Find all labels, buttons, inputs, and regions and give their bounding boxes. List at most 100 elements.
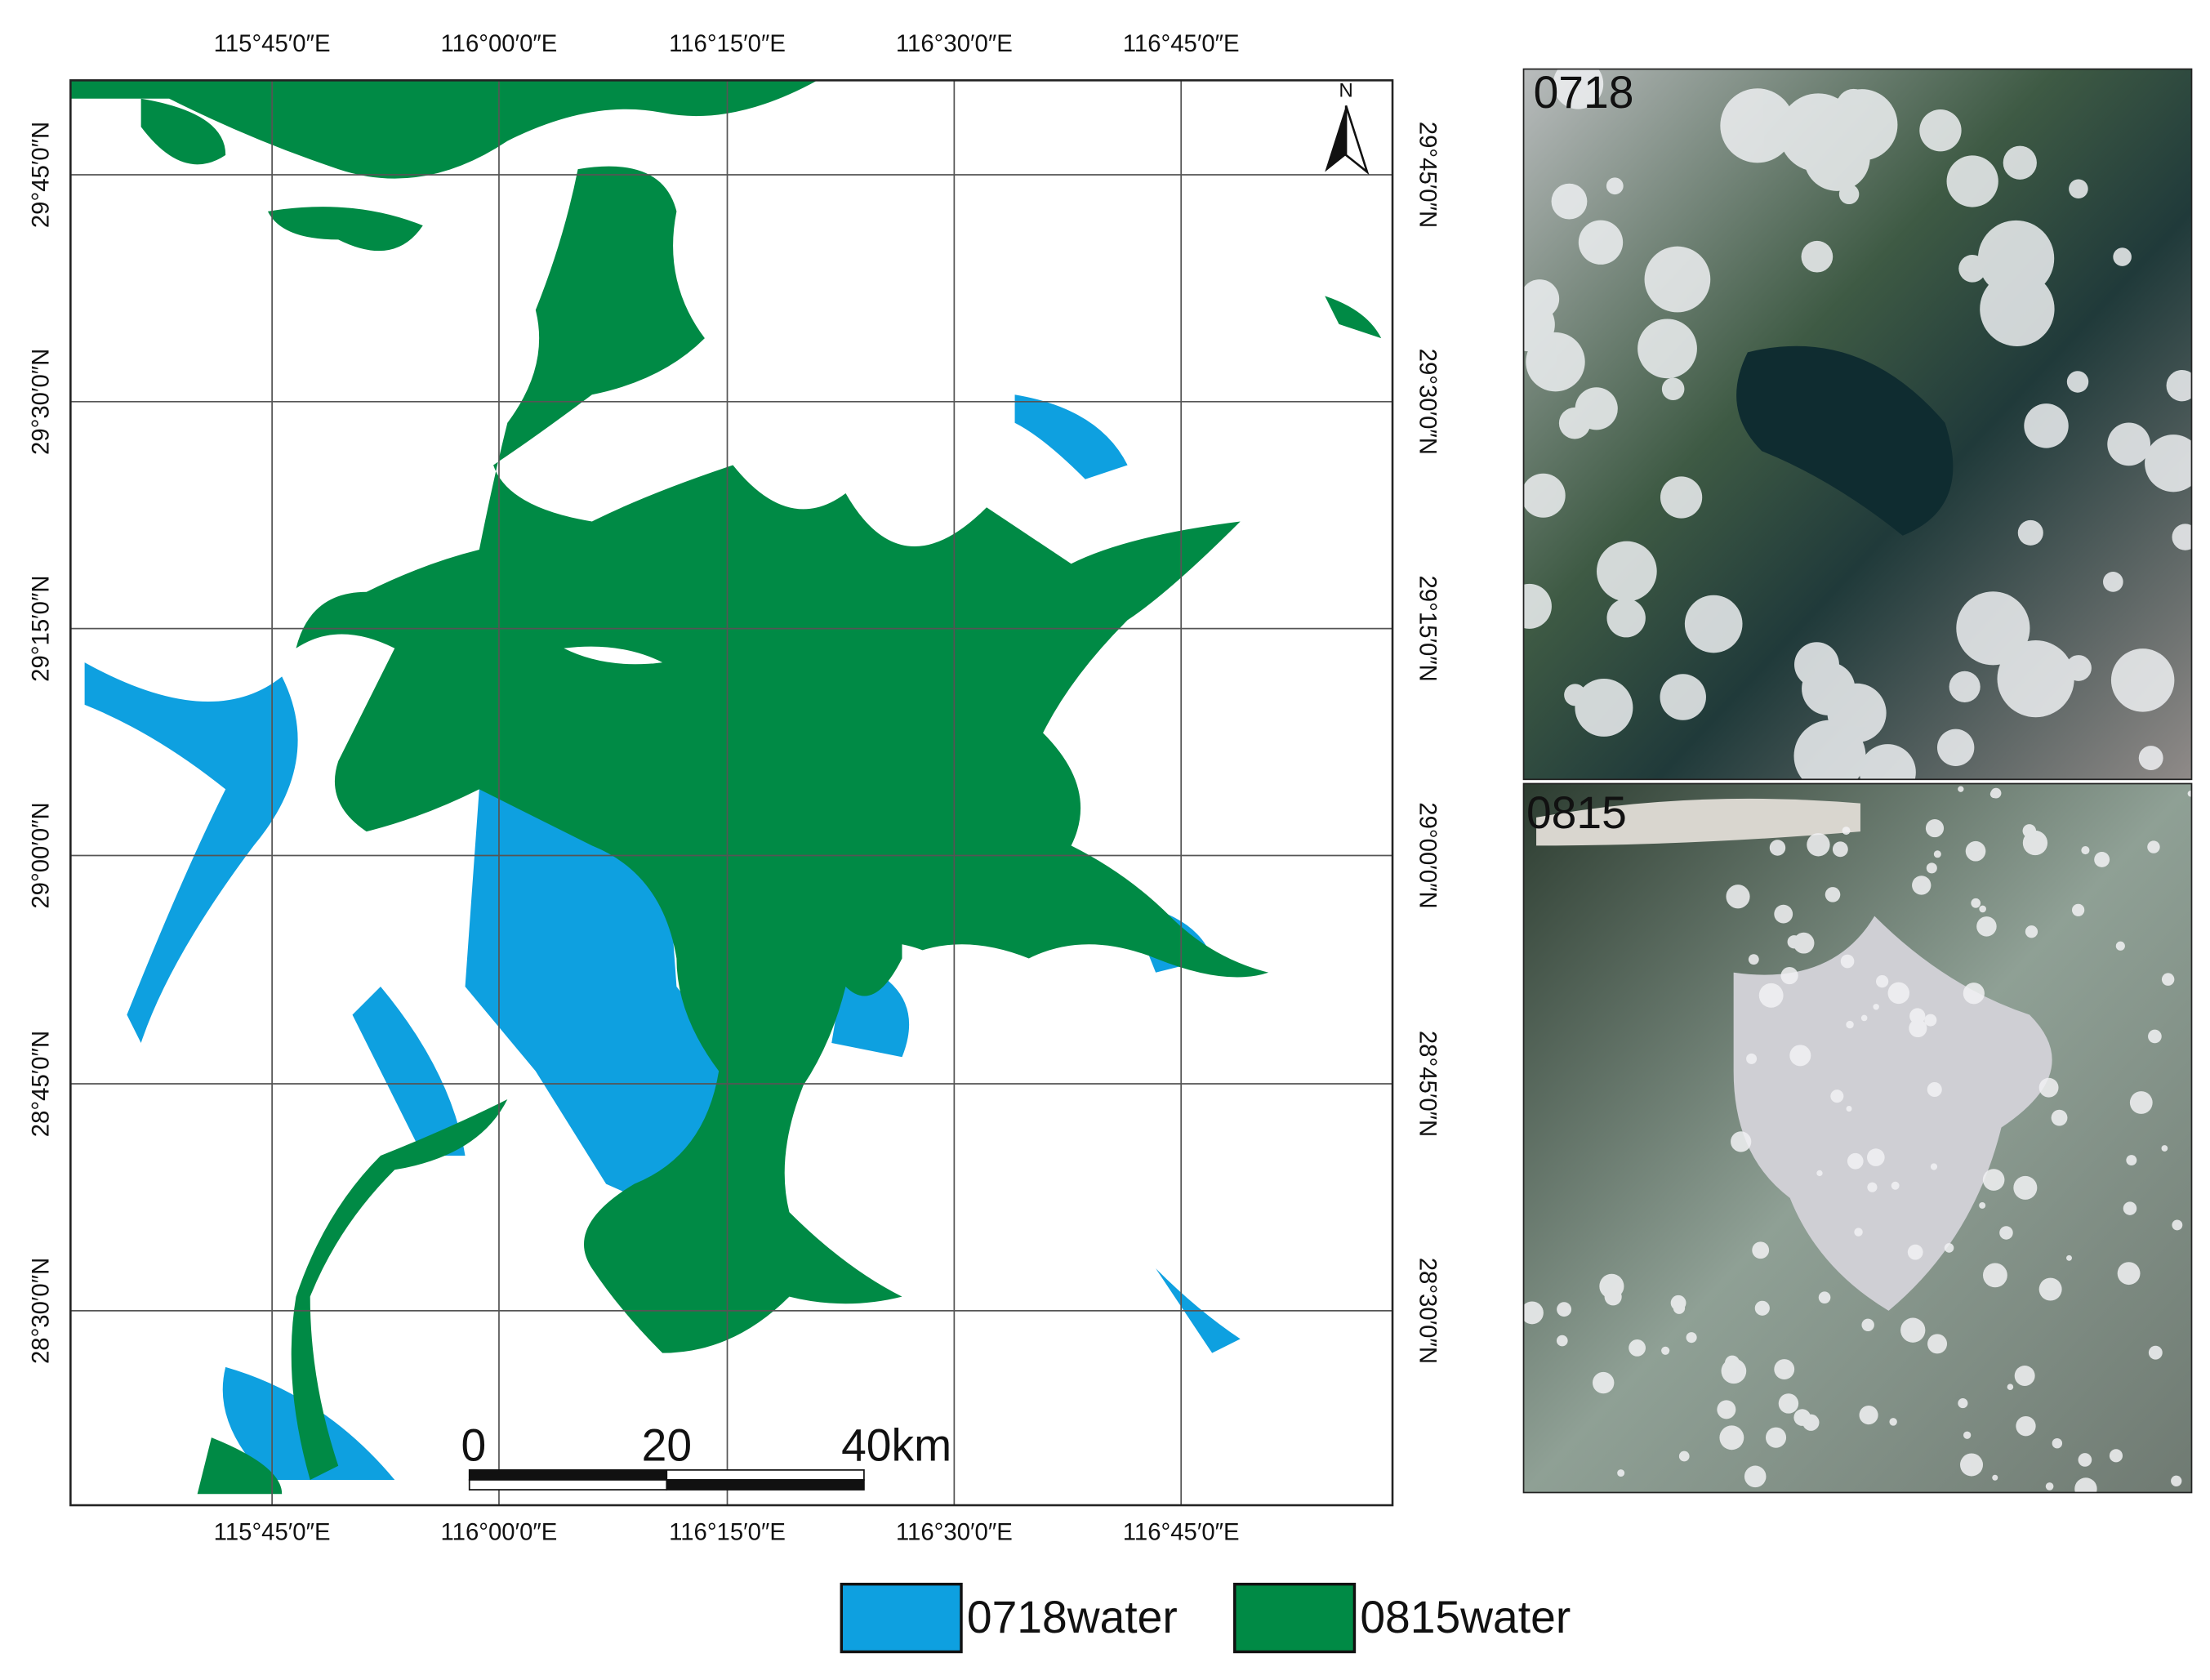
bottom-label: 116°45′0″E <box>1123 1518 1240 1545</box>
panel-label: 0718 <box>1534 67 1634 118</box>
cloud <box>1846 1105 1852 1112</box>
cloud <box>1983 1263 2007 1288</box>
cloud <box>1758 983 1784 1008</box>
cloud <box>1754 1300 1770 1316</box>
left-label: 29°45′0″N <box>28 122 55 228</box>
top-label: 116°30′0″E <box>896 30 1013 57</box>
cloud <box>2016 1415 2036 1437</box>
cloud <box>1979 1201 1986 1209</box>
cloud <box>1816 1170 1823 1177</box>
cloud <box>1926 862 1937 874</box>
cloud <box>1907 1244 1923 1260</box>
water-map <box>70 80 1393 1506</box>
left-label: 29°30′0″N <box>28 349 55 455</box>
cloud <box>1979 905 1986 913</box>
cloud <box>1670 1295 1686 1311</box>
cloud <box>1720 88 1795 163</box>
cloud <box>1933 850 1941 858</box>
panel-label: 0815 <box>1526 787 1627 838</box>
right-label: 28°30′0″N <box>1415 1258 1441 1364</box>
legend: 0718water 0815water <box>840 1582 1571 1654</box>
cloud <box>1930 1163 1938 1170</box>
cloud <box>2007 1384 2014 1391</box>
cloud <box>1867 1148 1885 1166</box>
cloud <box>1842 827 1851 836</box>
cloud <box>1523 473 1566 518</box>
cloud <box>2069 179 2088 199</box>
cloud <box>2038 1077 2059 1098</box>
top-label: 115°45′0″E <box>214 30 331 57</box>
cloud <box>1719 1425 1744 1451</box>
graticule <box>70 80 1393 1506</box>
cloud <box>2115 941 2125 951</box>
cloud <box>1726 885 1750 909</box>
cloud <box>1818 1291 1831 1303</box>
legend-label: 0815water <box>1360 1592 1571 1642</box>
cloud <box>2081 845 2090 855</box>
panel-frame <box>1522 68 2193 781</box>
cloud <box>1912 876 1932 895</box>
cloud <box>2171 1475 2182 1486</box>
cloud <box>1523 297 1555 352</box>
cloud <box>1592 1371 1615 1394</box>
cloud <box>1644 246 1711 313</box>
cloud <box>1830 95 1869 135</box>
legend-label: 0718water <box>967 1592 1178 1642</box>
cloud <box>1793 932 1815 954</box>
cloud <box>2172 524 2192 550</box>
cloud <box>1958 1398 1968 1409</box>
cloud <box>1965 840 1986 862</box>
cloud <box>2052 1437 2063 1449</box>
image-0815 <box>1523 783 2192 1493</box>
cloud <box>1774 904 1793 924</box>
legend-swatch <box>1233 1582 1357 1654</box>
cloud <box>1793 720 1866 780</box>
cloud <box>1876 975 1889 988</box>
cloud <box>1958 786 1964 792</box>
cloud <box>1840 954 1855 969</box>
cloud <box>1575 678 1633 737</box>
cloud <box>1597 541 1657 602</box>
right-label: 29°30′0″N <box>1415 349 1441 455</box>
cloud <box>1956 591 2030 666</box>
cloud <box>1780 967 1798 985</box>
cloud <box>1889 1418 1897 1426</box>
cloud <box>1919 109 1962 152</box>
cloud <box>2126 1155 2137 1166</box>
cloud <box>1925 819 1945 838</box>
cloud <box>1873 1004 1879 1010</box>
left-label: 28°30′0″N <box>28 1258 55 1364</box>
cloud <box>1854 1228 1863 1237</box>
bottom-label: 116°30′0″E <box>896 1518 1013 1545</box>
cloud <box>1963 983 1985 1005</box>
cloud <box>1556 1335 1568 1347</box>
map-frame <box>69 79 1394 1507</box>
cloud <box>1523 1301 1544 1325</box>
cloud <box>1606 599 1646 638</box>
cloud <box>1599 1273 1624 1299</box>
cloud <box>2166 369 2192 402</box>
legend-swatch <box>840 1582 963 1654</box>
cloud <box>2078 1453 2092 1467</box>
cloud <box>1553 69 1604 109</box>
cloud <box>1982 1169 2005 1191</box>
right-label: 29°00′0″N <box>1415 802 1441 908</box>
cloud <box>1980 271 2055 347</box>
cloud <box>1769 840 1786 856</box>
scale-label: 0 <box>461 1420 487 1471</box>
cloud <box>2107 422 2151 466</box>
cloud <box>1861 1318 1874 1331</box>
cloud <box>1807 833 1830 857</box>
scale-label: 40km <box>841 1420 951 1471</box>
cloud <box>1989 790 1998 799</box>
cloud <box>2014 1365 2035 1386</box>
left-label: 29°00′0″N <box>28 802 55 908</box>
cloud <box>2013 1175 2038 1200</box>
cloud <box>1944 1243 1954 1253</box>
cloud <box>1686 1332 1697 1344</box>
cloud <box>2148 1029 2162 1044</box>
cloud <box>1971 898 1981 908</box>
cloud <box>1963 1431 1972 1439</box>
cloud <box>1684 595 1743 653</box>
